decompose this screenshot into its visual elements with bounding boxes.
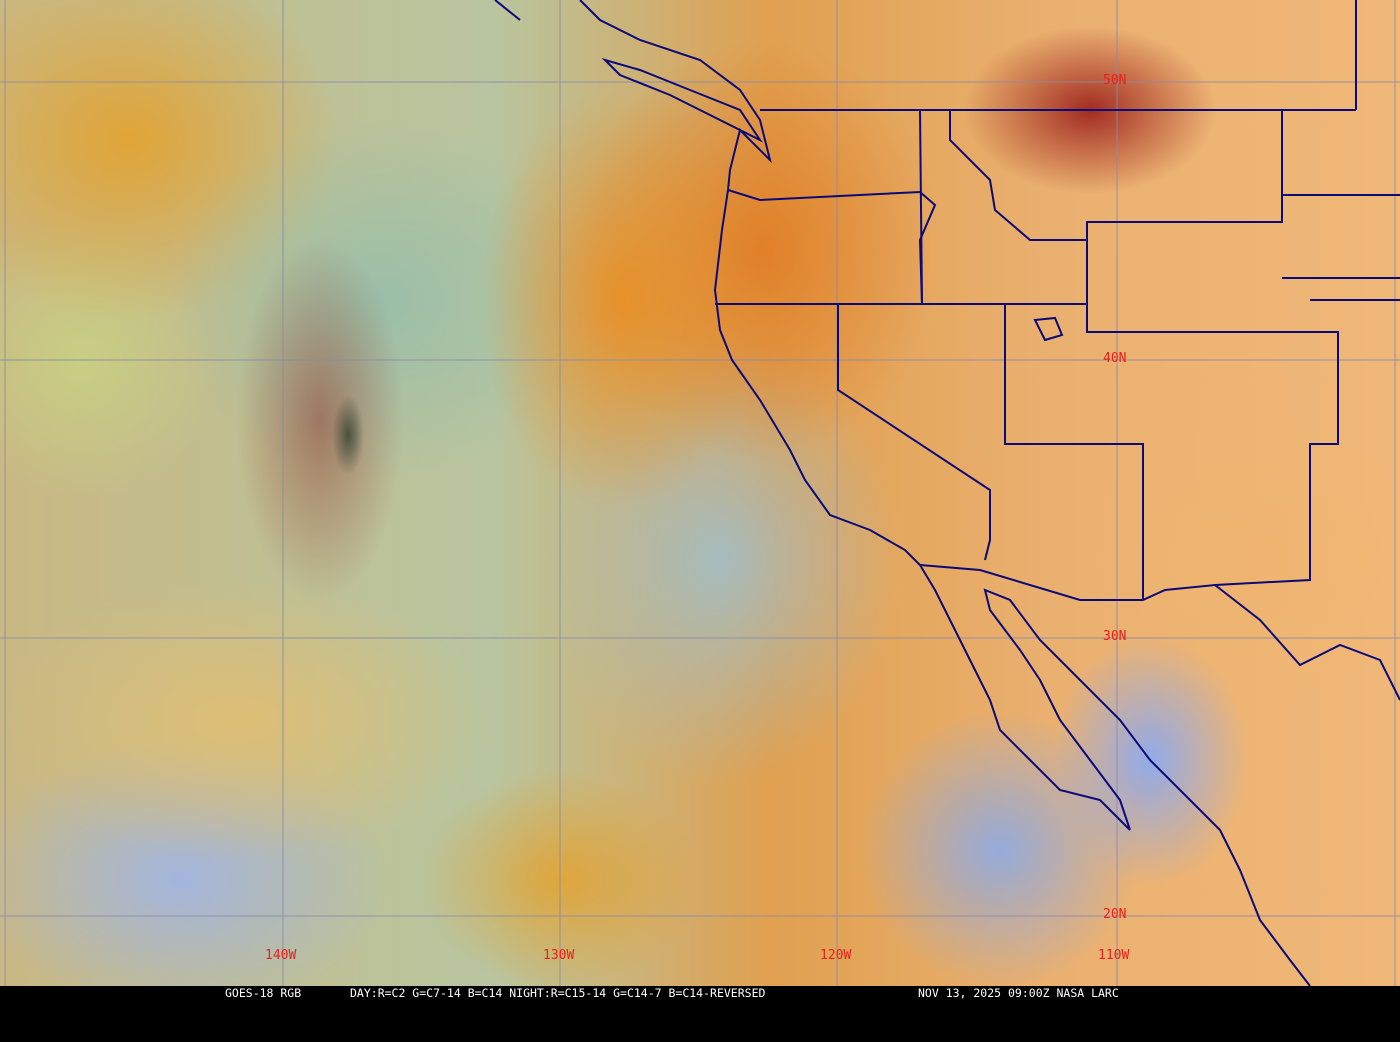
- lat-label-50n: 50N: [1103, 73, 1127, 88]
- coastlines-and-borders: [494, 0, 1400, 986]
- vancouver-island: [601, 57, 763, 143]
- pacific-coastline: [494, 0, 1311, 986]
- image-caption-bar: GOES-18 RGB DAY:R=C2 G=C7-14 B=C14 NIGHT…: [0, 986, 1400, 1000]
- caption-datetime-source: NOV 13, 2025 09:00Z NASA LARC: [918, 986, 1119, 1000]
- map-overlay: [0, 0, 1400, 986]
- lat-label-30n: 30N: [1103, 629, 1127, 644]
- us-mexico-border: [919, 564, 1400, 701]
- oregon-california-border: [715, 110, 1283, 305]
- nevada-utah-border: [1004, 304, 1144, 600]
- lon-label-110w: 110W: [1098, 948, 1130, 963]
- caption-recipe: DAY:R=C2 G=C7-14 B=C14 NIGHT:R=C15-14 G=…: [350, 986, 766, 1000]
- washington-oregon-border: [727, 189, 937, 305]
- utah-colorado-border: [1086, 304, 1339, 586]
- caption-product: GOES-18 RGB: [225, 986, 302, 1000]
- california-nevada-border: [837, 304, 991, 561]
- great-salt-lake: [1033, 316, 1064, 342]
- lon-label-130w: 130W: [543, 948, 575, 963]
- wyoming-border: [1282, 194, 1400, 301]
- lon-label-140w: 140W: [265, 948, 297, 963]
- graticule: [0, 0, 1400, 986]
- idaho-border: [919, 109, 1087, 305]
- satellite-image: 50N 40N 30N 20N 140W 130W 120W 110W: [0, 0, 1400, 986]
- lat-label-40n: 40N: [1103, 351, 1127, 366]
- lon-label-120w: 120W: [820, 948, 852, 963]
- lat-label-20n: 20N: [1103, 907, 1127, 922]
- us-canada-border: [760, 0, 1357, 111]
